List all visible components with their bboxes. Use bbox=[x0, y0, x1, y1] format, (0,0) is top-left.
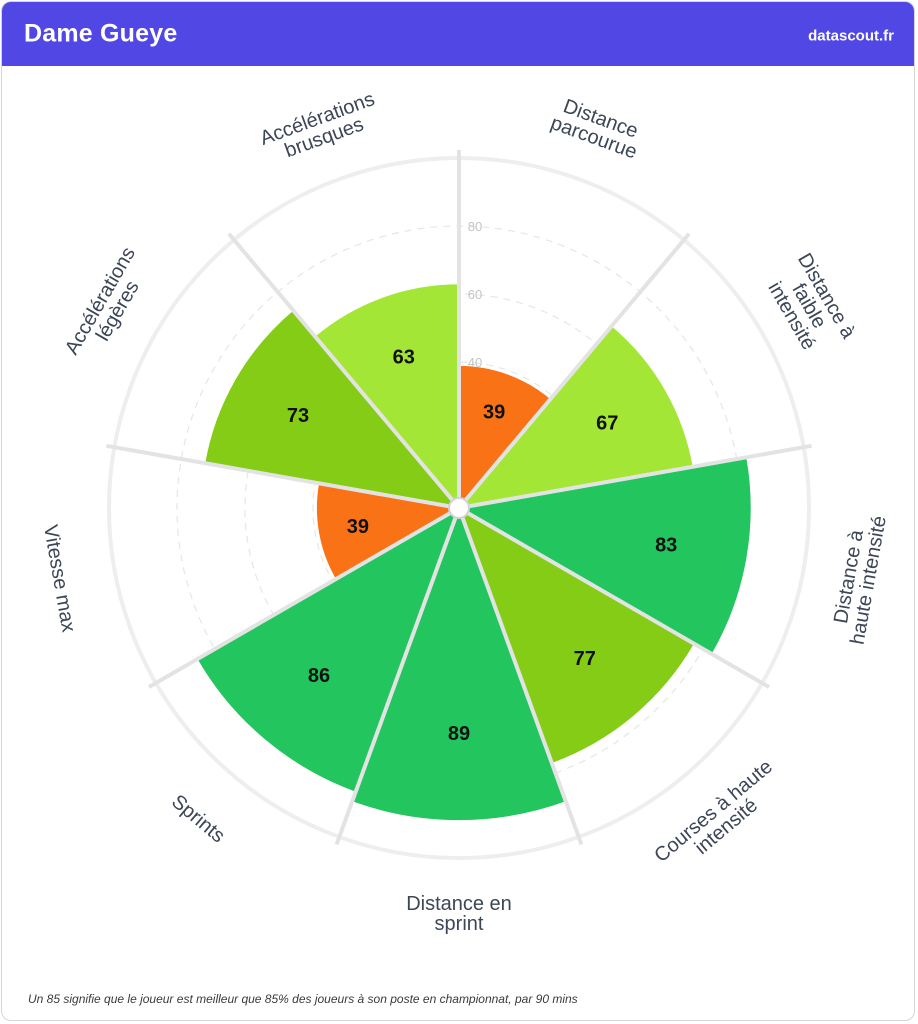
value-label: 89 bbox=[448, 723, 470, 745]
category-label-line: Vitesse max bbox=[39, 523, 80, 634]
value-label: 86 bbox=[308, 665, 330, 687]
r-tick-label: 60 bbox=[468, 287, 482, 302]
category-label: Sprints bbox=[167, 791, 229, 848]
category-label-line: Sprints bbox=[167, 791, 229, 848]
footnote: Un 85 signifie que le joueur est meilleu… bbox=[28, 992, 578, 1006]
category-label: Vitesse max bbox=[39, 523, 80, 634]
value-label: 73 bbox=[287, 405, 309, 427]
value-label: 67 bbox=[596, 412, 618, 434]
value-label: 39 bbox=[347, 516, 369, 538]
spoke bbox=[463, 232, 691, 502]
player-name: Dame Gueye bbox=[24, 19, 178, 48]
spoke bbox=[468, 443, 812, 509]
category-label-line: Distance en bbox=[406, 893, 512, 915]
header-bar: Dame Gueye datascout.fr bbox=[2, 2, 914, 66]
value-label: 39 bbox=[483, 402, 505, 424]
brand-label: datascout.fr bbox=[808, 27, 894, 45]
spoke bbox=[147, 511, 452, 689]
center-hole bbox=[448, 497, 470, 519]
value-label: 77 bbox=[574, 648, 596, 670]
spoke bbox=[334, 516, 458, 846]
r-tick-label: 80 bbox=[468, 219, 482, 234]
radar-chart: 40 60 80 39 67 83 77 89 86 39 73 63 Distanceparcouru… bbox=[39, 88, 891, 935]
r-tick-label: 40 bbox=[468, 355, 482, 370]
spoke bbox=[460, 516, 584, 846]
value-label: 83 bbox=[655, 535, 677, 557]
spoke bbox=[227, 232, 455, 502]
spoke bbox=[466, 511, 771, 689]
spoke bbox=[106, 443, 450, 509]
category-label-line: sprint bbox=[435, 913, 484, 935]
value-label: 63 bbox=[393, 346, 415, 368]
